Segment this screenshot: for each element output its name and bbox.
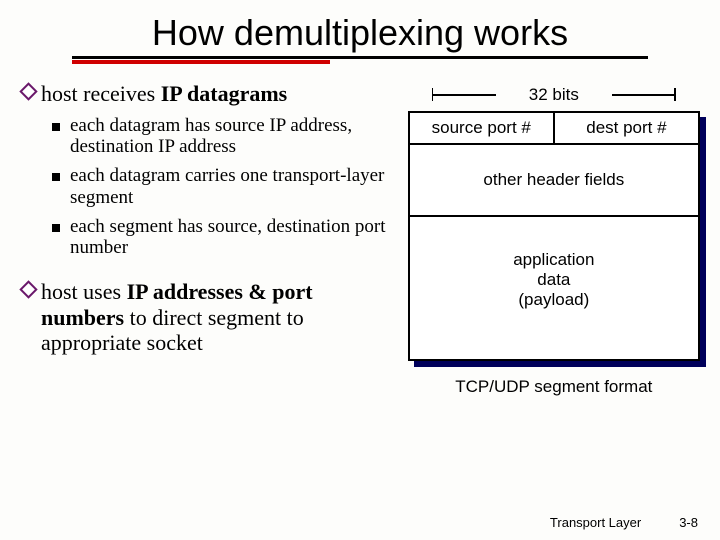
other-header-cell: other header fields: [410, 165, 698, 195]
footer-page: 3-8: [679, 515, 698, 530]
bullet-sub-2: each datagram carries one transport-laye…: [52, 165, 394, 208]
bracket-arm-icon: [432, 94, 496, 96]
bullet-sub-3: each segment has source, destination por…: [52, 216, 394, 259]
segment-table: source port # dest port # other header f…: [408, 111, 700, 361]
payload-cell: application data (payload): [410, 245, 698, 315]
footer-layer: Transport Layer: [550, 515, 641, 530]
title-underline: [72, 56, 648, 59]
text-fragment: host uses: [41, 279, 127, 304]
bullet-sub-1-text: each datagram has source IP address, des…: [70, 115, 394, 158]
dest-port-cell: dest port #: [555, 113, 698, 143]
slide-title: How demultiplexing works: [0, 0, 720, 56]
square-icon: [52, 123, 60, 131]
segment-row-ports: source port # dest port #: [408, 111, 700, 143]
source-port-cell: source port #: [410, 113, 555, 143]
text-fragment: host receives: [41, 81, 161, 106]
text-bold: IP datagrams: [161, 81, 288, 106]
right-column: 32 bits source port # dest port # other …: [402, 81, 700, 397]
left-column: host receives IP datagrams each datagram…: [22, 81, 402, 397]
bullet-sub-1: each datagram has source IP address, des…: [52, 115, 394, 158]
title-red-underline: [72, 60, 330, 64]
content-area: host receives IP datagrams each datagram…: [0, 59, 720, 397]
slide-footer: Transport Layer 3-8: [550, 515, 698, 530]
payload-line: (payload): [412, 290, 696, 310]
diamond-icon: [19, 280, 37, 298]
bullet-sub-2-text: each datagram carries one transport-laye…: [70, 165, 394, 208]
bullet-main-2: host uses IP addresses & port numbers to…: [22, 279, 394, 357]
segment-row-payload: application data (payload): [408, 215, 700, 361]
bullet-sub-3-text: each segment has source, destination por…: [70, 216, 394, 259]
bracket-arm-icon: [612, 94, 676, 96]
bullet-main-1: host receives IP datagrams: [22, 81, 394, 107]
square-icon: [52, 224, 60, 232]
bullet-main-2-text: host uses IP addresses & port numbers to…: [41, 279, 394, 357]
diagram-caption: TCP/UDP segment format: [408, 377, 700, 397]
payload-line: data: [412, 270, 696, 290]
segment-diagram: source port # dest port # other header f…: [408, 111, 700, 361]
diamond-icon: [19, 82, 37, 100]
square-icon: [52, 173, 60, 181]
bits-width-label: 32 bits: [408, 85, 700, 105]
segment-row-other: other header fields: [408, 143, 700, 215]
payload-line: application: [412, 250, 696, 270]
bits-label-text: 32 bits: [529, 85, 579, 104]
bullet-main-1-text: host receives IP datagrams: [41, 81, 287, 107]
bracket-cap-icon: [674, 88, 676, 101]
